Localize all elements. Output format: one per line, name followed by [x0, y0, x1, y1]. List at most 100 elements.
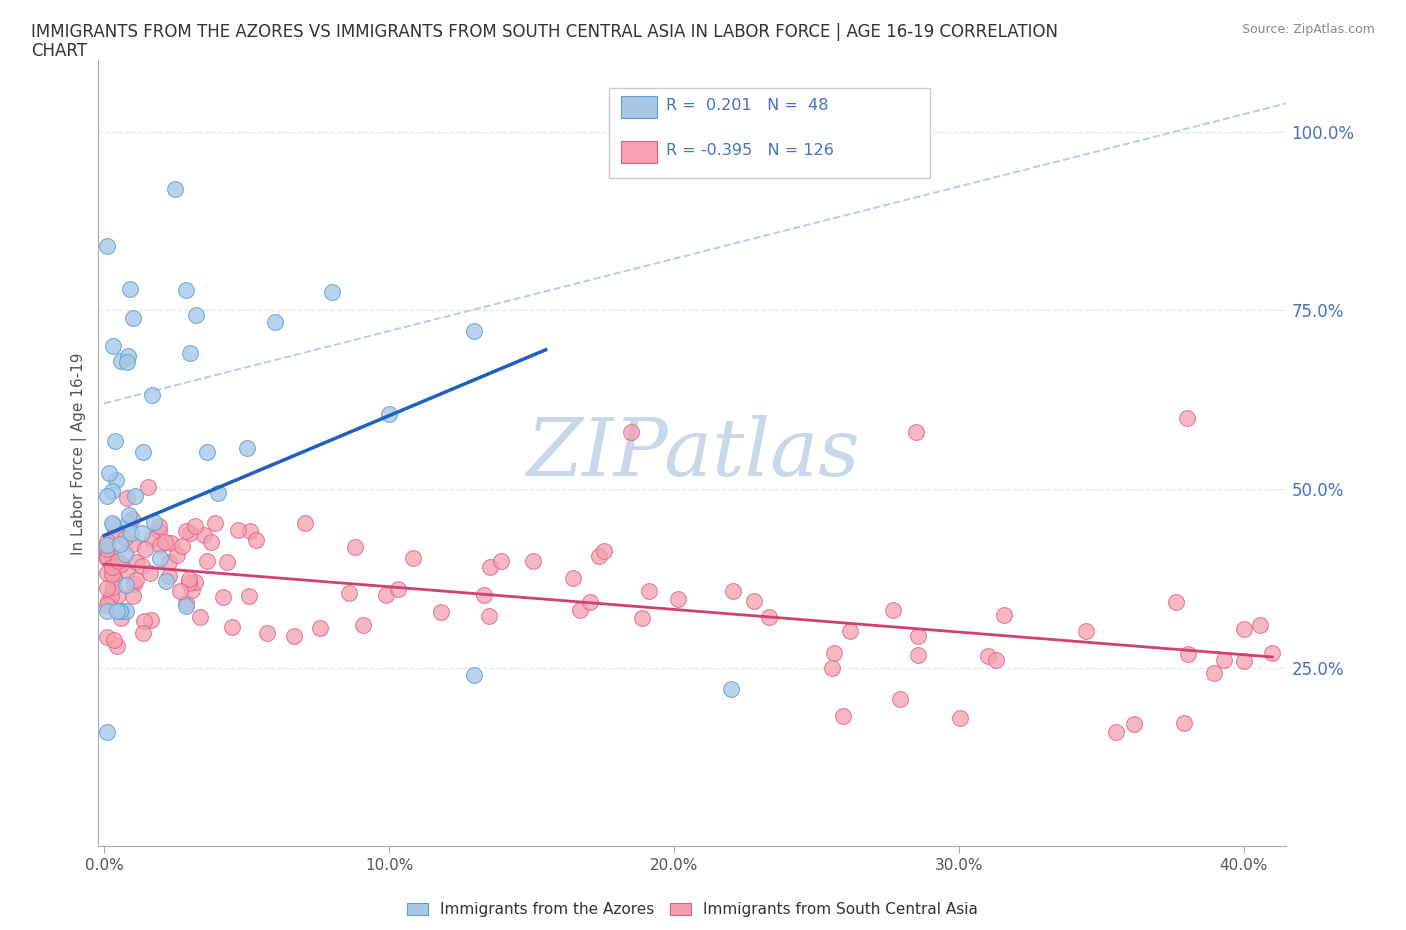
Point	[179, 345, 201, 360]
Point	[217, 555, 239, 570]
Point	[562, 571, 585, 586]
Point	[131, 525, 153, 540]
Text: R = -0.395   N = 126: R = -0.395 N = 126	[666, 142, 834, 157]
Point	[211, 590, 233, 604]
Point	[124, 488, 146, 503]
Point	[132, 445, 155, 459]
Point	[96, 551, 118, 566]
Point	[832, 709, 855, 724]
Point	[378, 407, 401, 422]
Point	[96, 488, 118, 503]
Point	[104, 525, 127, 540]
Point	[1261, 646, 1284, 661]
Point	[1202, 665, 1225, 680]
Point	[132, 626, 155, 641]
Point	[256, 625, 278, 640]
Point	[1173, 715, 1195, 730]
Point	[721, 584, 744, 599]
Point	[174, 598, 197, 613]
Point	[463, 324, 485, 339]
Point	[117, 515, 139, 530]
Point	[96, 541, 118, 556]
Point	[742, 593, 765, 608]
Point	[103, 632, 125, 647]
Point	[96, 598, 118, 613]
Point	[177, 576, 200, 591]
Point	[96, 604, 118, 618]
Point	[321, 285, 343, 299]
Point	[1233, 653, 1256, 668]
Point	[141, 388, 163, 403]
Point	[352, 618, 374, 632]
Point	[131, 559, 153, 574]
Point	[889, 692, 911, 707]
Point	[132, 614, 155, 629]
Point	[125, 554, 148, 569]
Point	[1123, 717, 1146, 732]
Point	[238, 589, 260, 604]
FancyBboxPatch shape	[621, 140, 657, 163]
Point	[907, 647, 929, 662]
Point	[984, 653, 1007, 668]
Point	[160, 536, 183, 551]
Point	[283, 629, 305, 644]
Point	[1177, 647, 1199, 662]
Y-axis label: In Labor Force | Age 16-19: In Labor Force | Age 16-19	[72, 352, 87, 554]
Point	[115, 564, 138, 578]
Point	[309, 620, 332, 635]
Point	[104, 472, 127, 487]
Point	[569, 603, 592, 618]
Point	[239, 524, 262, 538]
Point	[949, 711, 972, 725]
Point	[114, 530, 136, 545]
Point	[98, 465, 121, 480]
Point	[96, 550, 118, 565]
Point	[193, 528, 215, 543]
Point	[882, 603, 904, 618]
Point	[149, 538, 172, 552]
Text: IMMIGRANTS FROM THE AZORES VS IMMIGRANTS FROM SOUTH CENTRAL ASIA IN LABOR FORCE : IMMIGRANTS FROM THE AZORES VS IMMIGRANTS…	[31, 23, 1057, 41]
Point	[124, 573, 146, 588]
Text: R =  0.201   N =  48: R = 0.201 N = 48	[666, 98, 828, 113]
Point	[720, 682, 742, 697]
Point	[118, 282, 141, 297]
Point	[121, 311, 143, 325]
Point	[157, 554, 180, 569]
Point	[184, 518, 207, 533]
Point	[758, 609, 780, 624]
Point	[136, 479, 159, 494]
Point	[101, 339, 124, 353]
Point	[103, 570, 125, 585]
Point	[638, 583, 661, 598]
Point	[294, 516, 316, 531]
Point	[100, 547, 122, 562]
Point	[184, 307, 207, 322]
Point	[110, 556, 132, 571]
Point	[101, 484, 124, 498]
Text: CHART: CHART	[31, 42, 87, 60]
Point	[110, 604, 132, 618]
Point	[169, 584, 191, 599]
Point	[118, 508, 141, 523]
Point	[375, 587, 398, 602]
Point	[823, 645, 845, 660]
Point	[101, 515, 124, 530]
Point	[148, 519, 170, 534]
Point	[838, 624, 860, 639]
Point	[1175, 410, 1198, 425]
Point	[976, 648, 998, 663]
Point	[907, 629, 929, 644]
Point	[472, 588, 495, 603]
Point	[105, 604, 128, 618]
Point	[993, 607, 1015, 622]
Point	[245, 533, 267, 548]
Point	[226, 523, 249, 538]
Point	[620, 424, 643, 439]
Point	[821, 660, 844, 675]
Point	[179, 526, 201, 541]
Point	[387, 582, 409, 597]
Point	[1164, 594, 1187, 609]
Point	[155, 574, 177, 589]
Point	[100, 559, 122, 574]
Point	[101, 566, 124, 581]
